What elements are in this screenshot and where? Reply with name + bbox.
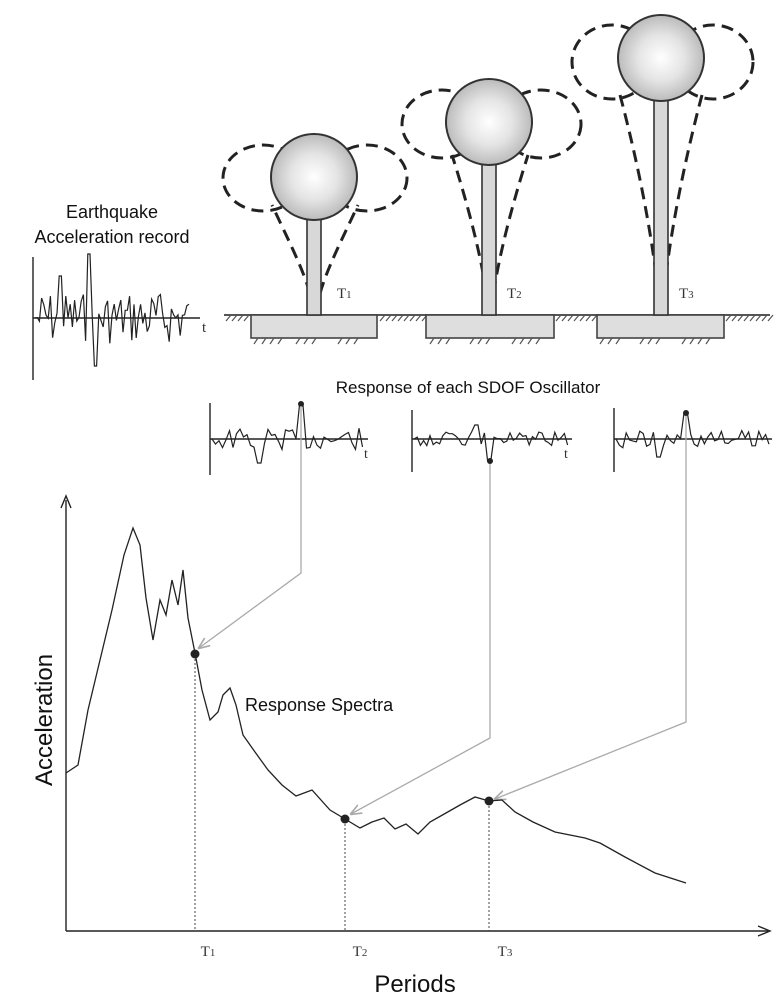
ground-hatch-mark (555, 314, 562, 322)
spectrum-point-2 (340, 814, 350, 824)
response-1-t-label: t (364, 447, 368, 462)
ground-hatch-mark (415, 314, 422, 322)
response-1: t (209, 401, 368, 475)
ground-hatch-mark (737, 314, 744, 322)
response-1-trace (211, 404, 364, 464)
ground-hatch-mark (579, 314, 586, 322)
oscillator-2-sway-path-right (489, 154, 530, 313)
response-spectrum-curve (65, 526, 687, 884)
response-3-trace (615, 412, 770, 458)
response-2-trace (413, 424, 569, 462)
oscillator-1-column (306, 213, 322, 316)
ground-hatch-mark (731, 314, 738, 322)
ground-hatch-mark (749, 314, 756, 322)
ground-hatch-mark (379, 314, 386, 322)
earthquake-record: Earthquake Acceleration record t (32, 202, 207, 380)
x-axis-label: Periods (374, 971, 455, 998)
oscillator-1-foundation (250, 314, 378, 339)
eq-record-title-line2: Acceleration record (34, 227, 189, 247)
period-tick-2: T2 (353, 944, 368, 960)
oscillator-3-period-label: T3 (679, 286, 694, 302)
ground-hatch-mark (561, 314, 568, 322)
response-2: t (411, 410, 572, 472)
ground-hatch-mark (767, 314, 774, 322)
spectrum-x-axis-arrow (757, 925, 772, 937)
oscillator-3-column (653, 99, 669, 316)
leader-arrow-1 (199, 406, 302, 648)
response-1-peak-marker (298, 401, 304, 407)
leader-arrow-2 (351, 464, 491, 814)
response-3-peak-marker (683, 410, 689, 416)
ground-hatch-mark (225, 314, 232, 322)
ground-hatch-mark (743, 314, 750, 322)
ground-hatch-mark (585, 314, 592, 322)
oscillator-1: T1 (221, 133, 409, 345)
eq-record-title-line1: Earthquake (66, 202, 158, 222)
eq-record-trace (34, 253, 190, 367)
spectrum-y-axis-arrow (60, 494, 72, 509)
oscillator-1-mass (270, 133, 358, 221)
response-title: Response of each SDOF Oscillator (336, 378, 601, 397)
spectrum-plot: T1 T2 T3 Response Spectra Acceleration P… (31, 494, 772, 998)
ground-hatch-mark (243, 314, 250, 322)
ground-hatching (225, 314, 774, 322)
spectrum-curve-label: Response Spectra (245, 695, 394, 715)
ground-hatch-mark (397, 314, 404, 322)
response-3 (613, 408, 772, 472)
spectrum-point-3 (484, 796, 494, 806)
ground-hatch-mark (573, 314, 580, 322)
ground-hatch-mark (231, 314, 238, 322)
ground-hatch-mark (391, 314, 398, 322)
oscillator-2-period-label: T2 (507, 286, 522, 302)
ground-hatch-mark (725, 314, 732, 322)
ground-hatch-mark (755, 314, 762, 322)
ground-hatch-mark (567, 314, 574, 322)
ground-hatch-mark (761, 314, 768, 322)
spectrum-point-1 (190, 649, 200, 659)
oscillator-3-foundation (596, 314, 725, 339)
oscillator-2: T2 (400, 78, 583, 345)
oscillator-2-column (481, 159, 497, 316)
ground-hatch-mark (403, 314, 410, 322)
eq-record-t-label: t (202, 320, 207, 336)
oscillator-3: T3 (570, 14, 755, 345)
ground-hatch-mark (591, 314, 598, 322)
oscillator-2-mass (445, 78, 533, 166)
oscillator-3-mass (617, 14, 705, 102)
y-axis-label: Acceleration (31, 654, 58, 786)
period-tick-1: T1 (201, 944, 216, 960)
oscillator-2-foundation (425, 314, 555, 339)
ground-hatch-mark (409, 314, 416, 322)
ground-hatch-mark (385, 314, 392, 322)
oscillator-2-sway-path-left (450, 154, 491, 313)
response-2-peak-marker (487, 458, 493, 464)
leader-arrows (199, 406, 687, 814)
period-tick-3: T3 (498, 944, 513, 960)
response-2-t-label: t (564, 447, 568, 462)
leader-arrow-3 (495, 416, 687, 799)
oscillator-1-period-label: T1 (337, 286, 352, 302)
ground-hatch-mark (237, 314, 244, 322)
